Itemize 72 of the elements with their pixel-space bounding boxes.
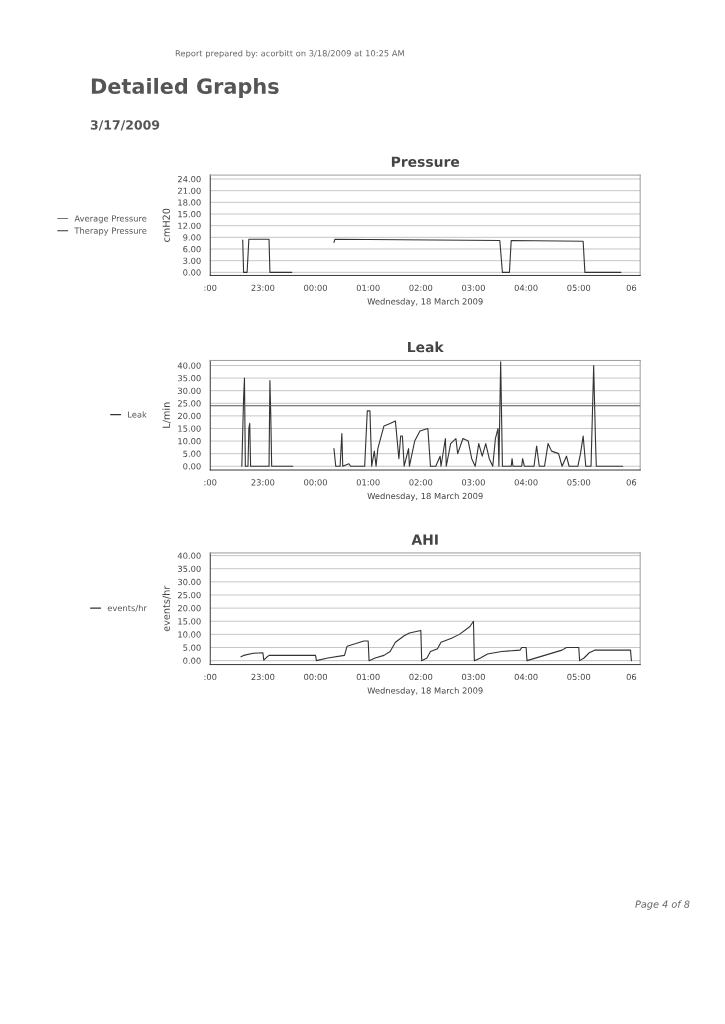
x-axis-title: Wednesday, 18 March 2009: [367, 492, 483, 501]
x-tick-label: 23:00: [251, 479, 275, 486]
x-tick-label: 03:00: [462, 479, 485, 486]
x-tick-label: 04:00: [514, 284, 538, 291]
x-tick-label: :00: [204, 673, 217, 681]
y-tick-label: 35.00: [178, 375, 201, 382]
legend-label: Therapy Pressure: [74, 227, 147, 236]
x-tick-label: 02:00: [409, 673, 433, 681]
y-axis-title: cmH20: [162, 208, 170, 242]
x-tick-label: 00:00: [304, 479, 327, 486]
y-tick-label: 10.00: [178, 438, 201, 445]
x-tick-label: 00:00: [304, 673, 327, 681]
text: Page 4 of 8: [635, 900, 690, 910]
x-tick-label: 06: [626, 284, 637, 291]
y-tick-label: 12.00: [178, 222, 201, 229]
chart-title: AHI: [411, 534, 438, 545]
legend-label: Leak: [128, 411, 147, 418]
y-tick-label: 3.00: [183, 257, 201, 264]
y-tick-label: 40.00: [177, 552, 201, 559]
y-tick-label: 30.00: [178, 578, 201, 586]
x-tick-label: 02:00: [409, 479, 433, 486]
x-tick-label: 01:00: [356, 479, 380, 486]
x-tick-label: 01:00: [356, 284, 380, 291]
y-axis-title: L/min: [162, 402, 171, 428]
y-tick-label: 0.00: [183, 463, 201, 470]
y-tick-label: 9.00: [183, 234, 201, 241]
text: Report prepared by: acorbitt on 3/18/2009 at 10:25 AM: [175, 49, 404, 59]
y-tick-label: 21.00: [177, 187, 201, 194]
x-tick-label: :00: [204, 479, 217, 486]
x-tick-label: 01:00: [356, 673, 380, 681]
y-tick-label: 24.00: [177, 175, 201, 183]
y-tick-label: 20.00: [177, 412, 201, 420]
x-tick-label: 03:00: [462, 284, 485, 291]
y-tick-label: 10.00: [178, 631, 201, 638]
y-tick-label: 25.00: [177, 591, 201, 599]
chart-title: Pressure: [391, 156, 460, 167]
y-tick-label: 15.00: [178, 618, 201, 625]
text: 3/17/2009: [90, 120, 160, 131]
y-tick-label: 6.00: [183, 245, 201, 253]
y-tick-label: 30.00: [178, 387, 201, 394]
x-tick-label: :00: [204, 284, 217, 291]
x-tick-label: 02:00: [409, 284, 433, 291]
legend-label: Average Pressure: [74, 215, 147, 224]
x-tick-label: 06: [626, 673, 637, 681]
y-tick-label: 35.00: [178, 565, 201, 572]
x-tick-label: 05:00: [567, 284, 591, 291]
y-tick-label: 18.00: [178, 199, 201, 206]
chart-title: Leak: [408, 341, 444, 353]
y-tick-label: 25.00: [177, 400, 201, 407]
x-tick-label: 05:00: [567, 479, 591, 486]
y-tick-label: 0.00: [183, 657, 201, 664]
text: Detailed Graphs: [91, 77, 279, 99]
x-tick-label: 04:00: [514, 479, 538, 486]
x-tick-label: 23:00: [251, 673, 275, 681]
legend-label: events/hr: [107, 604, 147, 612]
x-tick-label: 04:00: [514, 673, 538, 681]
y-tick-label: 40.00: [177, 362, 201, 369]
y-tick-label: 0.00: [183, 269, 201, 276]
x-tick-label: 00:00: [304, 284, 327, 291]
x-tick-label: 05:00: [567, 673, 591, 681]
line-series: [240, 620, 632, 662]
x-tick-label: 23:00: [251, 284, 275, 291]
x-tick-label: 03:00: [462, 673, 485, 681]
y-tick-label: 5.00: [183, 450, 201, 457]
y-axis-title: events/hr: [162, 585, 171, 632]
y-tick-label: 20.00: [177, 605, 201, 612]
x-tick-label: 06: [626, 479, 637, 486]
y-tick-label: 5.00: [183, 644, 201, 651]
y-tick-label: 15.00: [178, 210, 201, 218]
y-tick-label: 15.00: [178, 425, 201, 432]
x-axis-title: Wednesday, 18 March 2009: [367, 298, 483, 307]
x-axis-title: Wednesday, 18 March 2009: [367, 687, 483, 696]
